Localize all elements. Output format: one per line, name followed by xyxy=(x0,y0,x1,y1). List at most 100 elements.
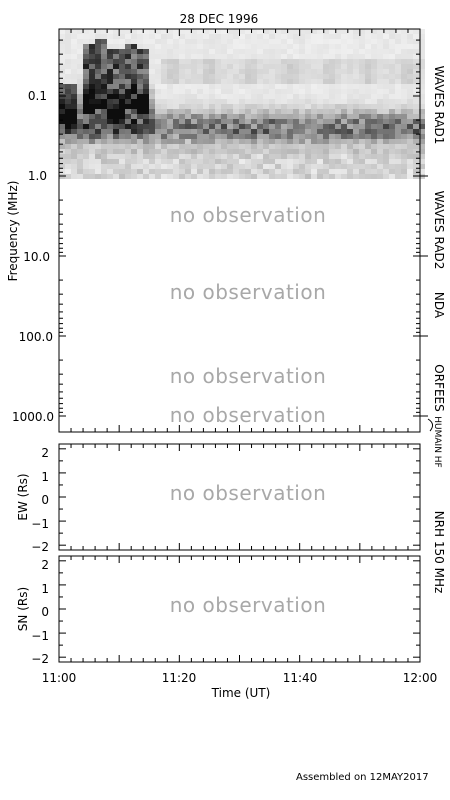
spectrogram-cell xyxy=(389,159,395,164)
spectrogram-cell xyxy=(263,44,269,49)
spectrogram-cell xyxy=(419,54,425,59)
spectrogram-cell xyxy=(245,89,251,94)
spectrogram-cell xyxy=(83,39,89,44)
spectrogram-cell xyxy=(203,79,209,84)
spectrogram-cell xyxy=(179,139,185,144)
spectrogram-cell xyxy=(167,54,173,59)
spectrogram-cell xyxy=(221,64,227,69)
spectrogram-cell xyxy=(413,89,419,94)
spectrogram-cell xyxy=(203,119,209,124)
spectrogram-cell xyxy=(275,89,281,94)
spectrogram-cell xyxy=(263,84,269,89)
spectrogram-cell xyxy=(281,144,287,149)
spectrogram-cell xyxy=(239,39,245,44)
spectrogram-cell xyxy=(143,79,149,84)
spectrogram-cell xyxy=(59,154,65,159)
spectrogram-cell xyxy=(323,169,329,174)
spectrogram-cell xyxy=(341,149,347,154)
spectrogram-cell xyxy=(341,74,347,79)
spectrogram-cell xyxy=(95,39,101,44)
spectrogram-cell xyxy=(317,49,323,54)
spectrogram-cell xyxy=(221,129,227,134)
spectrogram-cell xyxy=(347,119,353,124)
spectrogram-cell xyxy=(137,139,143,144)
spectrogram-cell xyxy=(161,119,167,124)
spectrogram-cell xyxy=(131,169,137,174)
spectrogram-cell xyxy=(197,104,203,109)
spectrogram-cell xyxy=(119,44,125,49)
spectrogram-cell xyxy=(203,39,209,44)
spectrogram-cell xyxy=(71,144,77,149)
spectrogram-cell xyxy=(143,159,149,164)
spectrogram-cell xyxy=(161,59,167,64)
spectrogram-cell xyxy=(395,69,401,74)
spectrogram-cell xyxy=(191,59,197,64)
spectrogram-cell xyxy=(149,94,155,99)
spectrogram-cell xyxy=(179,104,185,109)
spectrogram-cell xyxy=(107,89,113,94)
spectrogram-cell xyxy=(83,69,89,74)
spectrogram-cell xyxy=(59,59,65,64)
spectrogram-cell xyxy=(197,54,203,59)
spectrogram-cell xyxy=(155,49,161,54)
spectrogram-cell xyxy=(347,34,353,39)
spectrogram-cell xyxy=(173,129,179,134)
spectrogram-cell xyxy=(101,164,107,169)
spectrogram-cell xyxy=(71,44,77,49)
spectrogram-cell xyxy=(161,84,167,89)
spectrogram-cell xyxy=(155,109,161,114)
spectrogram-cell xyxy=(161,64,167,69)
spectrogram-cell xyxy=(233,49,239,54)
spectrogram-cell xyxy=(167,154,173,159)
spectrogram-cell xyxy=(209,174,215,179)
spectrogram-cell xyxy=(323,114,329,119)
spectrogram-cell xyxy=(317,34,323,39)
spectrogram-cell xyxy=(215,44,221,49)
spectrogram-cell xyxy=(413,124,419,129)
spectrogram-cell xyxy=(227,49,233,54)
spectrogram-cell xyxy=(167,29,173,34)
spectrogram-cell xyxy=(371,159,377,164)
spectrogram-cell xyxy=(257,154,263,159)
spectrogram-cell xyxy=(365,59,371,64)
spectrogram-cell xyxy=(347,139,353,144)
spectrogram-cell xyxy=(77,129,83,134)
spectrogram-cell xyxy=(359,54,365,59)
spectrogram-cell xyxy=(149,79,155,84)
spectrogram-cell xyxy=(131,134,137,139)
spectrogram-cell xyxy=(353,104,359,109)
spectrogram-cell xyxy=(233,159,239,164)
spectrogram-cell xyxy=(119,94,125,99)
spectrogram-cell xyxy=(203,149,209,154)
spectrogram-cell xyxy=(305,64,311,69)
spectrogram-cell xyxy=(335,134,341,139)
spectrogram-cell xyxy=(377,94,383,99)
spectrogram-cell xyxy=(419,159,425,164)
spectrogram-cell xyxy=(245,79,251,84)
spectrogram-cell xyxy=(77,84,83,89)
spectrogram-cell xyxy=(263,149,269,154)
spectrogram-cell xyxy=(257,124,263,129)
spectrogram-cell xyxy=(407,69,413,74)
spectrogram-cell xyxy=(287,139,293,144)
spectrogram-cell xyxy=(311,44,317,49)
spectrogram-cell xyxy=(341,154,347,159)
spectrogram-cell xyxy=(83,139,89,144)
spectrogram-cell xyxy=(89,99,95,104)
spectrogram-cell xyxy=(83,74,89,79)
spectrogram-cell xyxy=(419,29,425,34)
spectrogram-cell xyxy=(305,119,311,124)
spectrogram-cell xyxy=(83,109,89,114)
spectrogram-cell xyxy=(251,84,257,89)
spectrogram-cell xyxy=(185,124,191,129)
spectrogram-cell xyxy=(317,44,323,49)
spectrogram-cell xyxy=(329,44,335,49)
spectrogram-cell xyxy=(209,69,215,74)
spectrogram-cell xyxy=(407,64,413,69)
spectrogram-cell xyxy=(113,49,119,54)
spectrogram-cell xyxy=(389,174,395,179)
spectrogram-cell xyxy=(71,119,77,124)
spectrogram-cell xyxy=(71,149,77,154)
spectrogram-cell xyxy=(341,39,347,44)
spectrogram-cell xyxy=(335,54,341,59)
